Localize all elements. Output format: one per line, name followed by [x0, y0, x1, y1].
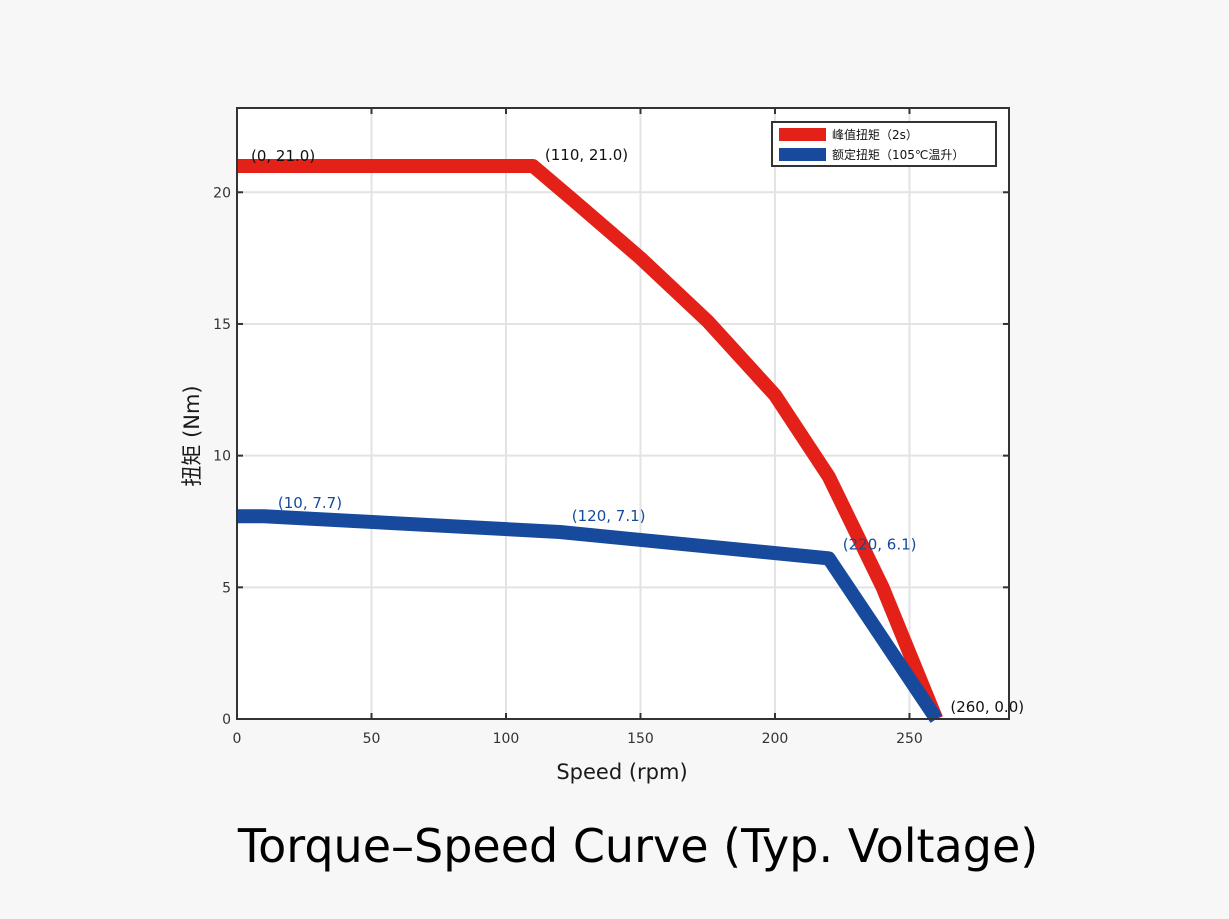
y-axis-title: 扭矩 (Nm): [180, 385, 204, 486]
chart-caption: Torque–Speed Curve (Typ. Voltage): [237, 819, 1038, 873]
point-annotation: (120, 7.1): [572, 507, 646, 525]
point-annotation: (110, 21.0): [545, 146, 628, 164]
legend-swatch: [779, 148, 826, 161]
point-annotation: (220, 6.1): [843, 535, 917, 553]
x-tick-label: 50: [363, 731, 381, 747]
legend-swatch: [779, 128, 826, 141]
legend-label: 峰值扭矩（2s）: [832, 127, 918, 142]
plot-area: [237, 108, 1009, 719]
legend-label: 额定扭矩（105℃温升）: [832, 147, 964, 162]
y-tick-label: 15: [213, 317, 231, 333]
x-tick-label: 200: [762, 731, 789, 747]
peak-torque-line: [237, 158, 943, 722]
rated-torque-line: [237, 509, 943, 723]
x-axis-title: Speed (rpm): [556, 760, 687, 784]
annotations: (0, 21.0) (110, 21.0) (10, 7.7) (120, 7.1) (…: [251, 146, 1024, 716]
series-group: [237, 158, 943, 723]
y-tick-label: 0: [222, 712, 231, 728]
point-annotation: (10, 7.7): [278, 494, 342, 512]
x-tick-label: 0: [233, 731, 242, 747]
plot-frame: [236, 107, 1010, 720]
x-tick-label: 250: [896, 731, 923, 747]
point-annotation: (260, 0.0): [950, 698, 1024, 716]
y-tick-label: 5: [222, 580, 231, 596]
x-tick-label: 100: [493, 731, 520, 747]
legend: 峰值扭矩（2s） 额定扭矩（105℃温升）: [771, 121, 997, 167]
axis-ticks: 0 50 100 150 200 250 0 5 10 15 20: [213, 108, 1009, 747]
point-annotation: (0, 21.0): [251, 147, 315, 165]
y-tick-label: 20: [213, 185, 231, 201]
y-tick-label: 10: [213, 449, 231, 465]
grid: [236, 108, 1009, 720]
x-tick-label: 150: [627, 731, 654, 747]
